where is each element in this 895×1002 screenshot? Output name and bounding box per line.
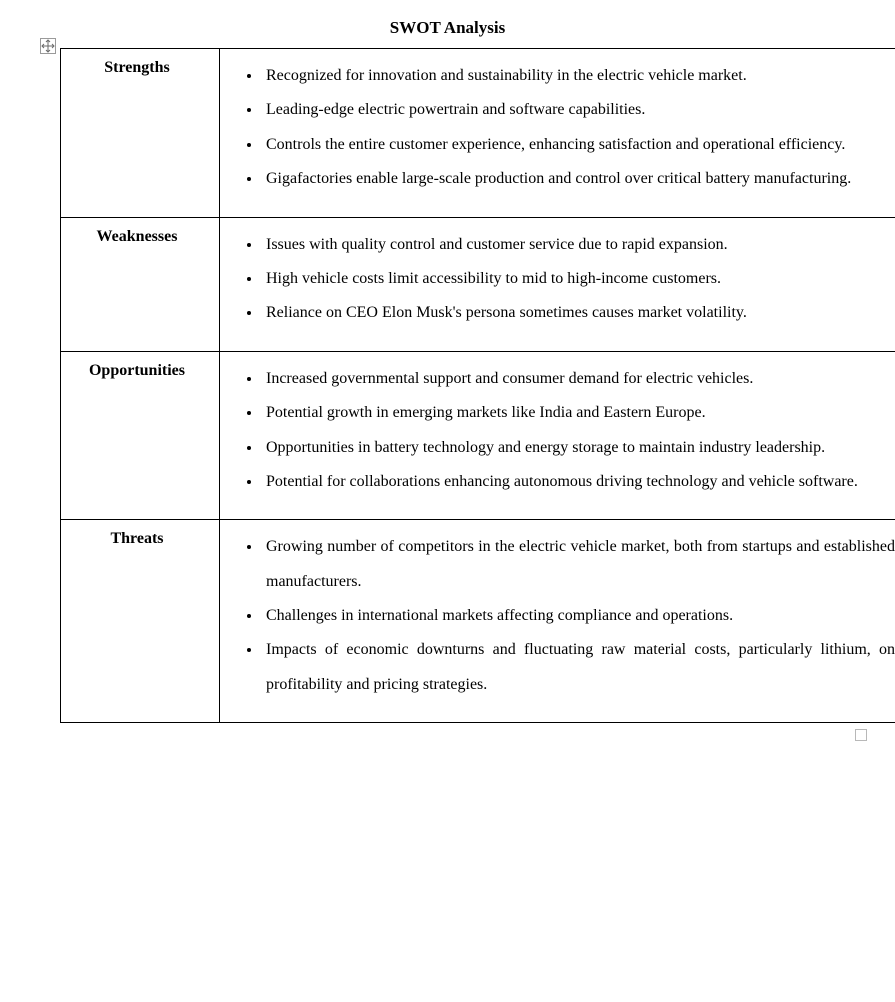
list-item: Growing number of competitors in the ele… [262,530,895,599]
section-content: Issues with quality control and customer… [220,217,895,351]
swot-table-body: Strengths Recognized for innovation and … [61,49,895,723]
list-item: Leading-edge electric powertrain and sof… [262,93,895,127]
table-row: Weaknesses Issues with quality control a… [61,217,895,351]
section-label: Weaknesses [61,217,220,351]
list-item: Reliance on CEO Elon Musk's persona some… [262,296,895,330]
list-item: Potential growth in emerging markets lik… [262,396,895,430]
list-item: Potential for collaborations enhancing a… [262,465,895,499]
list-item: Opportunities in battery technology and … [262,431,895,465]
section-label: Opportunities [61,351,220,520]
table-row: Opportunities Increased governmental sup… [61,351,895,520]
bullet-list: Issues with quality control and customer… [232,228,895,331]
list-item: Challenges in international markets affe… [262,599,895,633]
bullet-list: Growing number of competitors in the ele… [232,530,895,702]
bullet-list: Increased governmental support and consu… [232,362,895,500]
table-row: Strengths Recognized for innovation and … [61,49,895,218]
bullet-list: Recognized for innovation and sustainabi… [232,59,895,197]
section-label: Strengths [61,49,220,218]
table-row: Threats Growing number of competitors in… [61,520,895,723]
section-content: Increased governmental support and consu… [220,351,895,520]
list-item: High vehicle costs limit accessibility t… [262,262,895,296]
section-label: Threats [61,520,220,723]
list-item: Increased governmental support and consu… [262,362,895,396]
list-item: Recognized for innovation and sustainabi… [262,59,895,93]
list-item: Gigafactories enable large-scale product… [262,162,895,196]
list-item: Controls the entire customer experience,… [262,128,895,162]
page-title: SWOT Analysis [0,18,895,38]
table-resize-handle-icon[interactable] [855,729,867,741]
document-page: SWOT Analysis Strengths Recognized for i… [0,0,895,763]
list-item: Issues with quality control and customer… [262,228,895,262]
list-item: Impacts of economic downturns and fluctu… [262,633,895,702]
swot-table: Strengths Recognized for innovation and … [60,48,895,723]
table-move-handle-icon[interactable] [40,38,56,54]
section-content: Growing number of competitors in the ele… [220,520,895,723]
section-content: Recognized for innovation and sustainabi… [220,49,895,218]
